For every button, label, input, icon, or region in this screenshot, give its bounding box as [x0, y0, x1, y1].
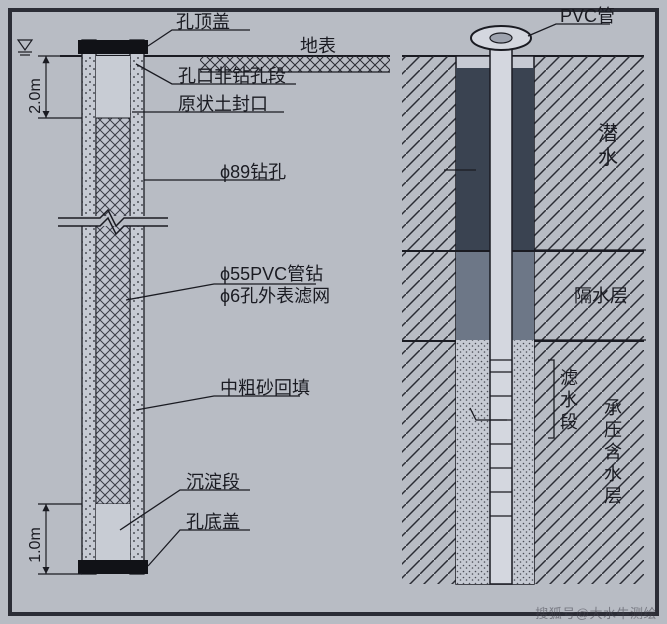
lbl-conf2: 压 — [604, 420, 622, 440]
lbl-filter1: 滤 — [560, 368, 578, 388]
lbl-pvc2: ϕ6孔外表滤网 — [220, 286, 330, 306]
lbl-filter2: 水 — [560, 390, 578, 410]
lbl-sediment: 沉淀段 — [186, 472, 240, 492]
lbl-d89: ϕ89钻孔 — [220, 162, 286, 182]
lbl-aquiclude: 隔水层 — [574, 286, 628, 306]
lbl-sand: 中粗砂回填 — [220, 378, 310, 398]
lbl-cap-top: 孔顶盖 — [176, 12, 230, 32]
left-diagram: 2.0m 1.0m 孔顶盖 地表 孔口非钻孔段 原状土封口 ϕ89钻孔 ϕ55P… — [18, 12, 390, 574]
lbl-conf3: 含 — [604, 442, 622, 462]
lbl-phreatic2: 水 — [598, 146, 618, 169]
dim-top: 2.0m — [27, 78, 44, 114]
watermark: 搜狐号@大水牛测绘 — [535, 603, 657, 622]
right-diagram: PVC管 潜 水 隔水层 滤 水 段 承 压 含 水 层 — [402, 6, 646, 584]
lbl-capbot: 孔底盖 — [186, 512, 240, 532]
lbl-ground: 地表 — [300, 36, 336, 56]
dim-bottom: 1.0m — [27, 527, 44, 563]
lbl-conf4: 水 — [604, 464, 622, 484]
lbl-conf5: 层 — [604, 486, 622, 506]
lbl-phreatic1: 潜 — [598, 122, 618, 145]
diagram-svg: 2.0m 1.0m 孔顶盖 地表 孔口非钻孔段 原状土封口 ϕ89钻孔 ϕ55P… — [0, 0, 667, 624]
lbl-pvc1: ϕ55PVC管钻 — [220, 264, 323, 284]
lbl-pvc: PVC管 — [560, 6, 615, 26]
lbl-origseal: 原状土封口 — [178, 94, 268, 114]
lbl-filter3: 段 — [560, 412, 578, 432]
lbl-conf1: 承 — [604, 398, 622, 418]
lbl-nondrill: 孔口非钻孔段 — [178, 66, 286, 86]
